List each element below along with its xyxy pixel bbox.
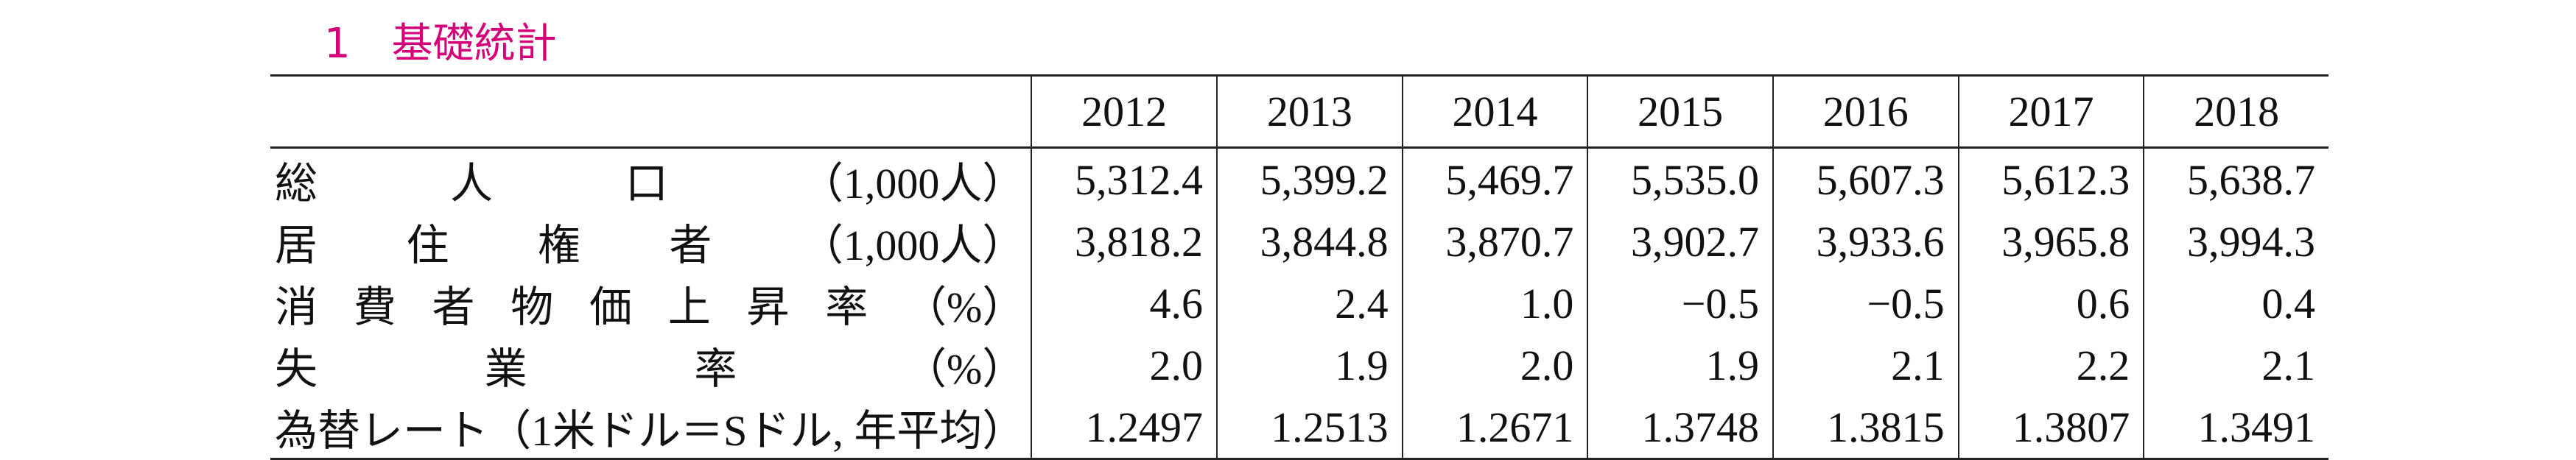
value-cell: 2.0 xyxy=(1031,334,1217,396)
label-part: 消 xyxy=(275,283,318,331)
year-header: 2012 xyxy=(1031,74,1217,149)
label-part: 口 xyxy=(625,160,668,208)
value-cell: 2.1 xyxy=(2143,334,2328,396)
page: 1 基礎統計 2012 2013 2014 2015 2016 2017 2018 総 人 口 （… xyxy=(270,20,2328,460)
value-cell: 3,902.7 xyxy=(1587,210,1773,272)
value-cell: 5,469.7 xyxy=(1401,147,1588,210)
label-part: ト xyxy=(446,407,489,455)
label-part: 権 xyxy=(537,222,580,269)
value-cell: 2.2 xyxy=(1957,334,2144,396)
label-part: 昇 xyxy=(746,283,790,331)
value-cell: 5,399.2 xyxy=(1216,147,1403,210)
label-part: 費 xyxy=(353,283,396,331)
label-part: 物 xyxy=(510,283,554,331)
label-part: ー xyxy=(403,407,446,455)
value-cell: 3,818.2 xyxy=(1031,210,1217,272)
value-cell: 0.6 xyxy=(1957,272,2144,334)
value-cell: 2.0 xyxy=(1401,334,1588,396)
label-part: （%） xyxy=(904,345,1025,393)
value-cell: 3,965.8 xyxy=(1957,210,2144,272)
value-cell: 1.2513 xyxy=(1216,396,1403,460)
label-part: 住 xyxy=(406,222,449,269)
label-part: レ xyxy=(360,407,404,455)
value-cell: 3,844.8 xyxy=(1216,210,1403,272)
value-cell: 1.2497 xyxy=(1031,396,1217,460)
header-row: 2012 2013 2014 2015 2016 2017 2018 xyxy=(270,74,2328,149)
label-part: 失 xyxy=(275,345,318,393)
label-part: 替 xyxy=(317,407,361,455)
section-title: 1 基礎統計 xyxy=(324,20,557,68)
row-label-cell: 為替レート（1米ドル＝Sドル, 年平均） xyxy=(270,396,1032,460)
value-cell: 3,870.7 xyxy=(1401,210,1588,272)
label-part: 総 xyxy=(275,160,318,208)
value-cell: 1.3491 xyxy=(2143,396,2328,460)
value-cell: −0.5 xyxy=(1772,272,1959,334)
label-part: 率 xyxy=(825,283,868,331)
data-row: 総人口（1,000人） 5,312.4 5,399.2 5,469.7 5,535.0 5… xyxy=(270,147,2328,211)
data-row: 失業率（%） 2.0 1.9 2.0 1.9 2.1 2.2 2.1 xyxy=(270,334,2328,396)
year-header: 2016 xyxy=(1772,74,1959,149)
row-label: 総 人 口 （1,000人） xyxy=(275,149,1025,210)
year-header: 2013 xyxy=(1216,74,1403,149)
row-label-cell: 居 住 権 者 （1,000人） xyxy=(270,210,1031,272)
row-label: 失 業 率 （%） xyxy=(275,334,1025,396)
value-cell: 1.9 xyxy=(1587,334,1773,396)
value-cell: 1.3748 xyxy=(1587,396,1773,460)
label-part: 者 xyxy=(432,283,475,331)
label-part: 率 xyxy=(694,345,737,393)
label-part: （%） xyxy=(904,283,1025,331)
stats-table: 2012 2013 2014 2015 2016 2017 2018 総 人 口 （1,000人）… xyxy=(270,74,2328,460)
year-header: 2018 xyxy=(2143,74,2328,149)
data-row: 消費者物価上昇率（%） 4.6 2.4 1.0 −0.5 −0.5 0.6 0.4 xyxy=(270,272,2328,334)
label-part: （1米ドル＝Sドル, 年平均） xyxy=(488,407,1025,455)
row-label: 為替レート（1米ドル＝Sドル, 年平均） xyxy=(275,396,1025,458)
year-header: 2014 xyxy=(1401,74,1588,149)
value-cell: 3,933.6 xyxy=(1772,210,1959,272)
value-cell: 2.4 xyxy=(1216,272,1403,334)
table-body: 総人口（1,000人） 5,312.4 5,399.2 5,469.7 5,535.0 5… xyxy=(270,147,2328,460)
value-cell: 1.0 xyxy=(1401,272,1588,334)
corner-cell xyxy=(270,74,1032,149)
label-part: 居 xyxy=(275,222,318,269)
value-cell: 0.4 xyxy=(2143,272,2328,334)
label-part: （1,000人） xyxy=(800,160,1025,208)
value-cell: 5,607.3 xyxy=(1772,147,1959,210)
row-label-cell: 失 業 率 （%） xyxy=(270,334,1031,396)
value-cell: 2.1 xyxy=(1772,334,1959,396)
label-part: （1,000人） xyxy=(800,222,1025,269)
label-part: 者 xyxy=(669,222,712,269)
value-cell: 4.6 xyxy=(1031,272,1217,334)
label-part: 上 xyxy=(667,283,711,331)
row-label: 居 住 権 者 （1,000人） xyxy=(275,210,1025,272)
label-part: 為 xyxy=(275,407,318,455)
label-part: 業 xyxy=(484,345,527,393)
value-cell: 5,535.0 xyxy=(1587,147,1773,210)
value-cell: 1.2671 xyxy=(1401,396,1588,460)
value-cell: 1.3815 xyxy=(1772,396,1959,460)
data-row: 居 住 権 者 （1,000人） 3,818.2 3,844.8 3,870.7 3,902.7… xyxy=(270,210,2328,272)
label-part: 価 xyxy=(589,283,633,331)
data-row: 為替レート（1米ドル＝Sドル, 年平均） 1.2497 1.2513 1.2671 1.… xyxy=(270,396,2328,460)
value-cell: 5,312.4 xyxy=(1031,147,1217,210)
value-cell: 3,994.3 xyxy=(2143,210,2328,272)
value-cell: 5,612.3 xyxy=(1957,147,2144,210)
row-label-cell: 総 人 口 （1,000人） xyxy=(270,148,1031,211)
row-label: 消費者物価上昇率 （%） xyxy=(275,272,1025,334)
value-cell: −0.5 xyxy=(1587,272,1773,334)
row-label-cell: 消費者物価上昇率 （%） xyxy=(270,272,1031,334)
label-part: 人 xyxy=(449,160,493,208)
value-cell: 1.9 xyxy=(1216,334,1403,396)
value-cell: 1.3807 xyxy=(1957,396,2144,460)
value-cell: 5,638.7 xyxy=(2143,147,2328,210)
year-header: 2017 xyxy=(1957,74,2144,149)
year-header: 2015 xyxy=(1587,74,1773,149)
